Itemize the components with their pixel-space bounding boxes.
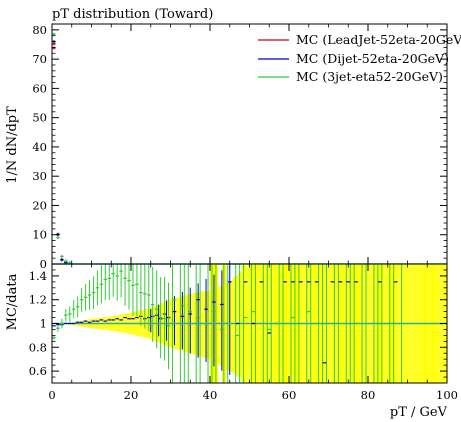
ratio-y-tick-label: 1.4 — [29, 269, 47, 283]
x-tick-label: 80 — [361, 388, 376, 402]
x-tick-label: 20 — [124, 388, 139, 402]
upper-ylabel: 1/N dN/dpT — [5, 106, 20, 184]
y-tick-label: 60 — [32, 81, 47, 95]
ratio-y-tick-label: 0.8 — [29, 340, 47, 354]
lower-ylabel: MC/data — [5, 273, 20, 330]
x-tick-label: 0 — [48, 388, 55, 402]
x-tick-label: 100 — [436, 388, 458, 402]
ratio-y-tick-label: 1.2 — [29, 293, 47, 307]
y-tick-label: 40 — [32, 140, 47, 154]
y-tick-label: 0 — [40, 257, 47, 271]
ratio-plot: 0.60.811.21.40 20 40 60 80 100 — [29, 24, 458, 402]
y-tick-label: 80 — [32, 23, 47, 37]
x-axis-label: pT / GeV — [390, 405, 448, 420]
y-tick-label: 20 — [32, 198, 47, 212]
legend-label-3jet: MC (3jet-eta52-20GeV) — [296, 69, 443, 84]
ratio-y-tick-label: 1 — [40, 317, 47, 331]
legend-label-leadjet: MC (LeadJet-52eta-20GeV) — [296, 32, 461, 47]
x-tick-label: 40 — [203, 388, 218, 402]
ratio-y-tick-label: 0.6 — [29, 364, 47, 378]
legend-label-dijet: MC (Dijet-52eta-20GeV) — [296, 51, 449, 66]
y-tick-label: 30 — [32, 169, 47, 183]
legend: MC (LeadJet-52eta-20GeV) MC (Dijet-52eta… — [258, 32, 461, 84]
y-tick-label: 70 — [32, 52, 47, 66]
y-tick-label: 50 — [32, 111, 47, 125]
chart-title: pT distribution (Toward) — [52, 7, 213, 22]
y-tick-label: 10 — [32, 228, 47, 242]
x-tick-label: 60 — [282, 388, 297, 402]
